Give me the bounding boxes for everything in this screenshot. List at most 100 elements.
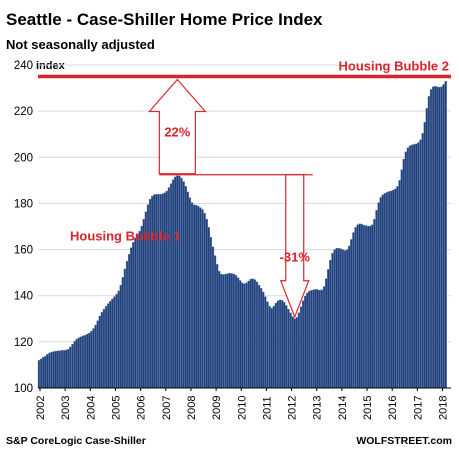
bar [291, 316, 294, 389]
source-label: S&P CoreLogic Case-Shiller [6, 435, 146, 447]
bar [369, 225, 372, 389]
bar [161, 193, 164, 389]
x-tick-label-2013: 2013 [312, 396, 324, 420]
bar [220, 273, 223, 389]
bar [113, 296, 116, 389]
bar [434, 86, 437, 389]
y-tick-label-240: 240 [14, 60, 33, 72]
bar [140, 225, 143, 389]
bar [83, 334, 87, 389]
bar [306, 292, 309, 389]
bar [241, 282, 244, 389]
y-tick-label-160: 160 [14, 245, 33, 257]
y-tick-label-120: 120 [14, 337, 33, 349]
bar [444, 80, 447, 389]
bar [264, 296, 267, 389]
bar [79, 336, 83, 389]
bar [406, 147, 410, 389]
bar [257, 284, 261, 389]
bar [423, 122, 426, 389]
bar [81, 335, 85, 389]
bar [132, 242, 135, 389]
bar [379, 197, 382, 389]
bar [111, 298, 114, 389]
bar [52, 351, 55, 389]
bar [155, 194, 158, 389]
bar [375, 210, 378, 389]
bar [362, 224, 366, 389]
x-tick-label-2015: 2015 [362, 396, 374, 420]
x-tick-label-2011: 2011 [261, 396, 273, 420]
bar [366, 225, 370, 389]
bar [90, 331, 93, 389]
bar [343, 250, 347, 389]
bar [192, 204, 196, 389]
bar [159, 194, 162, 389]
bar [94, 324, 97, 389]
bar [318, 290, 322, 389]
y-tick-label-220: 220 [14, 106, 33, 118]
bar [209, 236, 213, 389]
bar [431, 86, 435, 389]
bar [247, 280, 250, 389]
bar [281, 300, 284, 389]
bar [222, 274, 225, 389]
bar [184, 186, 187, 389]
bar [419, 139, 422, 389]
bar [186, 191, 189, 389]
bar [304, 296, 307, 389]
bar [350, 239, 353, 389]
bar [230, 273, 233, 389]
bar [96, 320, 99, 389]
bar [417, 142, 420, 389]
drop-percent-label: -31% [280, 249, 311, 264]
bar [104, 306, 108, 389]
bar [346, 249, 349, 389]
bar [274, 302, 278, 389]
bar [115, 293, 118, 389]
bar [62, 350, 66, 389]
bar [127, 254, 131, 389]
bar [134, 237, 137, 389]
x-tick-label-2006: 2006 [136, 396, 148, 420]
bar [151, 196, 154, 389]
bar [142, 218, 145, 389]
housing-bubble-1-label: Housing Bubble 1 [70, 229, 181, 244]
bar [442, 84, 445, 389]
x-tick-label-2003: 2003 [60, 396, 72, 420]
bar [236, 277, 240, 389]
rise-percent-label: 22% [164, 125, 190, 140]
bar [337, 248, 340, 389]
bar [188, 197, 192, 389]
bar [270, 307, 273, 389]
bar [174, 176, 177, 389]
bar [67, 349, 70, 389]
bar [157, 194, 160, 389]
bar [327, 269, 330, 389]
bar [371, 224, 374, 389]
bar [109, 301, 112, 389]
bar [285, 305, 288, 389]
bar [268, 306, 271, 389]
bar [77, 337, 80, 389]
x-tick-label-2017: 2017 [412, 396, 424, 420]
bar [182, 181, 185, 389]
bar [54, 350, 57, 389]
bar [390, 190, 393, 389]
bar [119, 284, 122, 389]
bar [392, 189, 395, 389]
bar [178, 175, 181, 389]
bar [234, 275, 238, 389]
bar [180, 177, 183, 389]
bar [331, 253, 334, 389]
x-tick-label-2002: 2002 [35, 396, 47, 420]
bar [314, 289, 317, 389]
bar [276, 300, 280, 389]
bar [396, 186, 399, 389]
bar [308, 290, 311, 389]
y-unit-label: index [36, 60, 66, 72]
bar [429, 89, 433, 389]
bar [92, 328, 95, 389]
bar [213, 255, 217, 389]
bar [232, 273, 236, 389]
